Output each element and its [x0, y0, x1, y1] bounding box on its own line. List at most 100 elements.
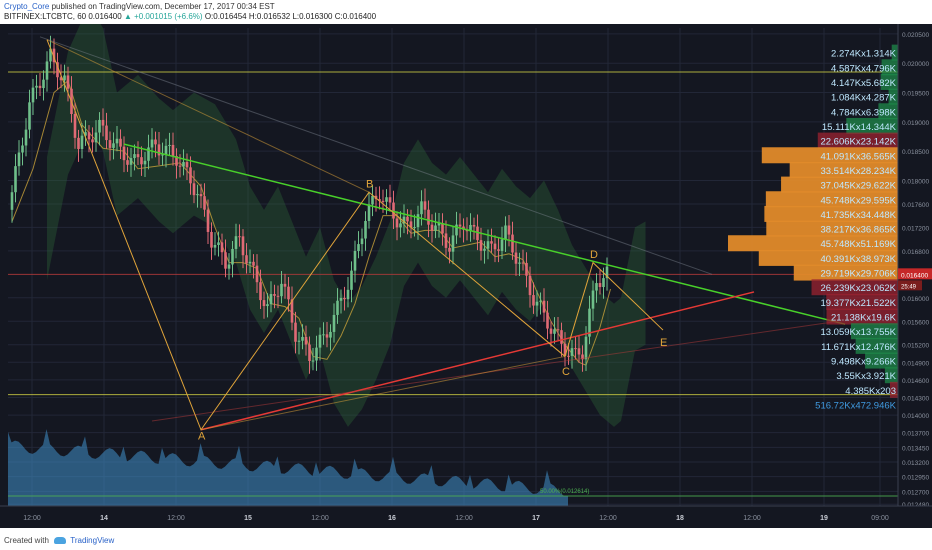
resistance-trendline: [123, 143, 846, 325]
chart-area[interactable]: 50.00%(0.012614) A B C D E 2.274Kx1.314K 4.587K…: [0, 24, 932, 528]
time-tick-label: 15: [244, 515, 252, 522]
candle-body: [343, 297, 346, 300]
price-tick-label: 0.019500: [902, 91, 929, 98]
candle-body: [602, 278, 605, 288]
candle-body: [21, 145, 24, 153]
volume-profile-bar: [728, 235, 898, 252]
volume-area: [8, 429, 568, 506]
time-tick-label: 19: [820, 515, 828, 522]
candle-body: [581, 354, 584, 360]
price-tick-label: 0.013200: [902, 460, 929, 467]
volume-profile-bar: [789, 161, 898, 178]
candle-body: [339, 297, 343, 301]
candle-body: [584, 336, 588, 360]
volume-profile-label: 45.748Kx51.169K: [820, 239, 896, 250]
candle-body: [388, 197, 392, 203]
volume-profile-label: 4.385Kx203: [845, 386, 896, 397]
candle-body: [406, 216, 409, 222]
time-tick-label: 12:00: [599, 515, 617, 522]
volume-profile-bar: [758, 249, 898, 266]
candle-body: [336, 300, 339, 315]
ohlc-values: O:0.016454 H:0.016532 L:0.016300 C:0.016…: [204, 12, 377, 21]
created-with-label: Created with: [4, 536, 49, 545]
candle-body: [528, 275, 532, 296]
volume-profile-label: 15.111Kx14.344K: [822, 122, 897, 133]
candle-body: [448, 247, 451, 252]
last-price-badge: [898, 268, 932, 280]
volume-profile-label: 9.498Kx9.266K: [831, 357, 897, 368]
candle-body: [507, 225, 511, 235]
candle-body: [94, 132, 98, 143]
last-price-label: 0.016400: [901, 272, 928, 279]
candle-body: [371, 195, 374, 205]
price-tick-label: 0.012700: [902, 489, 929, 496]
candle-body: [84, 132, 87, 136]
price-tick-label: 0.014300: [902, 395, 929, 402]
candle-body: [115, 138, 119, 144]
candle-body: [59, 77, 63, 81]
volume-profile-bar: [766, 220, 898, 237]
candle-body: [45, 61, 49, 80]
candle-body: [140, 157, 143, 165]
publish-date: published on TradingView.com, December 1…: [51, 2, 275, 11]
volume-profile-label: 22.606Kx23.142K: [820, 137, 896, 148]
pattern-zigzag: [46, 39, 664, 431]
volume-profile-label: 40.391Kx38.973K: [820, 254, 896, 265]
candle-body: [567, 355, 570, 357]
candle-body: [479, 240, 483, 251]
candle-body: [108, 140, 112, 148]
support-trendline: [200, 291, 755, 431]
candle-body: [290, 299, 294, 323]
candle-body: [192, 183, 196, 196]
candle-body: [217, 242, 220, 245]
candle-body: [238, 236, 241, 238]
channel-line: [151, 320, 839, 422]
volume-profile-bar: [811, 279, 898, 296]
candle-body: [266, 304, 269, 307]
candle-body: [441, 223, 444, 234]
candle-body: [486, 241, 490, 249]
price-tick-label: 0.013450: [902, 445, 929, 452]
candle-body: [91, 139, 94, 143]
candle-body: [206, 209, 210, 232]
candle-body: [539, 300, 542, 302]
price-tick-label: 0.016800: [902, 249, 929, 256]
chart-header: Crypto_Core published on TradingView.com…: [0, 0, 932, 24]
price-tick-label: 0.015600: [902, 319, 929, 326]
candle-body: [462, 226, 465, 230]
candle-body: [476, 226, 479, 241]
volume-profile-bar: [855, 337, 898, 354]
tradingview-link[interactable]: TradingView: [70, 536, 115, 545]
candle-body: [203, 196, 206, 210]
candle-body: [185, 162, 189, 168]
candle-body: [413, 227, 416, 229]
candle-body: [35, 85, 38, 88]
volume-profile-label: 3.55Kx3.921K: [836, 371, 896, 382]
time-tick-label: 12:00: [23, 515, 41, 522]
candle-body: [178, 165, 182, 167]
volume-profile-bar: [881, 59, 898, 76]
candle-body: [98, 119, 101, 133]
candle-body: [56, 62, 59, 78]
candle-body: [591, 290, 595, 309]
author-link[interactable]: Crypto_Core: [4, 2, 50, 11]
candle-body: [66, 75, 70, 89]
pattern-link: [46, 39, 370, 193]
candle-body: [63, 75, 66, 81]
price-chart[interactable]: 50.00%(0.012614) A B C D E 2.274Kx1.314K 4.587K…: [0, 24, 932, 528]
candle-body: [451, 235, 455, 252]
candle-body: [444, 233, 448, 248]
candle-body: [360, 238, 364, 245]
candle-body: [143, 160, 147, 165]
candle-body: [546, 312, 549, 329]
candle-body: [549, 328, 553, 334]
candle-body: [430, 224, 434, 231]
candle-body: [511, 234, 514, 253]
candle-body: [245, 255, 248, 264]
candle-body: [73, 113, 77, 138]
candle-body: [227, 264, 231, 269]
candle-body: [469, 224, 472, 232]
pattern-point-label: E: [660, 337, 667, 349]
volume-profile-label: 516.72Kx472.946K: [815, 401, 896, 412]
time-tick-label: 12:00: [455, 515, 473, 522]
